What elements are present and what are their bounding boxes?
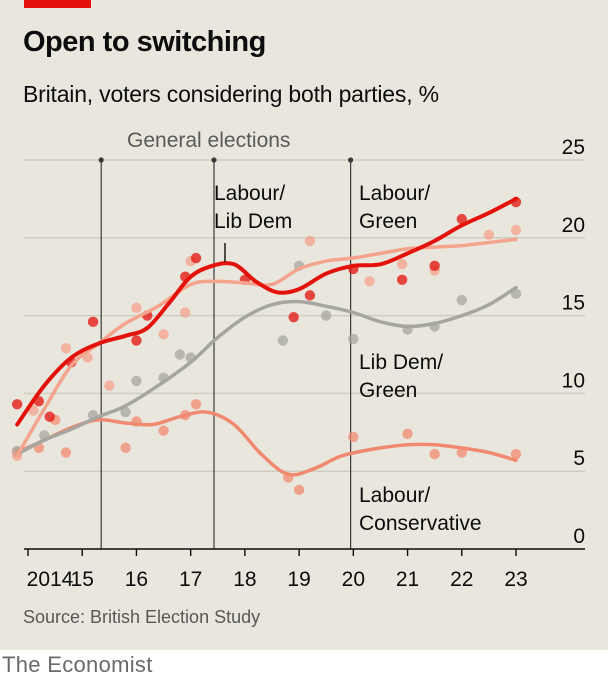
point-labour-green-12 — [364, 276, 375, 287]
publisher-name: The Economist — [2, 652, 153, 677]
y-tick-label-25: 25 — [562, 136, 585, 159]
point-labour-green-2 — [28, 405, 39, 416]
series-label-labour-conservative: Labour/Conservative — [359, 484, 482, 535]
x-tick-label-2014: 2014 — [27, 568, 74, 591]
point-labour-lib-dem-15 — [429, 260, 440, 272]
point-labour-conservative-9 — [190, 399, 202, 410]
series-label-line: Lib Dem/ — [359, 351, 443, 374]
point-labour-green-9 — [180, 307, 191, 318]
point-labour-green-4 — [60, 343, 72, 354]
point-labour-conservative-3 — [60, 447, 72, 458]
series-label-line: Lib Dem — [214, 210, 292, 233]
point-labour-conservative-12 — [348, 431, 359, 443]
series-label-line: Green — [359, 210, 417, 233]
series-label-lib-dem-green: Lib Dem/Green — [359, 351, 443, 402]
series-label-line: Labour/ — [359, 182, 430, 205]
y-axis-ticks: 0 5 10 15 20 25 — [562, 136, 585, 548]
point-labour-green-16 — [510, 224, 522, 236]
point-labour-lib-dem-3 — [44, 411, 55, 422]
brand-red-tab — [24, 0, 91, 8]
point-labour-conservative-7 — [158, 425, 169, 436]
source-note: Source: British Election Study — [23, 607, 261, 627]
x-tick-label-2016: 16 — [125, 568, 148, 591]
point-labour-lib-dem-12 — [304, 290, 316, 301]
point-labour-green-8 — [158, 329, 169, 340]
series-label-line: Labour/ — [359, 484, 430, 507]
x-tick-label-2022: 22 — [450, 568, 473, 591]
point-lib-dem-green-12 — [348, 333, 359, 345]
point-labour-lib-dem-6 — [131, 335, 142, 346]
x-tick-label-2018: 18 — [233, 568, 256, 591]
point-labour-lib-dem-5 — [87, 316, 99, 328]
point-lib-dem-green-15 — [456, 294, 467, 306]
point-labour-green-13 — [396, 259, 408, 270]
point-labour-conservative-16 — [510, 448, 522, 460]
point-lib-dem-green-5 — [131, 375, 142, 387]
x-tick-label-2019: 19 — [287, 568, 310, 591]
point-lib-dem-green-7 — [174, 349, 186, 360]
point-labour-conservative-13 — [402, 428, 413, 440]
point-lib-dem-green-9 — [277, 335, 289, 346]
line-lib-dem-green — [15, 285, 518, 456]
x-tick-label-2020: 20 — [342, 568, 365, 591]
series-label-line: Labour/ — [214, 182, 285, 205]
series-label-line: Conservative — [359, 512, 482, 535]
y-tick-label-5: 5 — [573, 447, 585, 470]
election-dot-3 — [348, 157, 354, 163]
chart-subtitle: Britain, voters considering both parties… — [23, 81, 439, 107]
point-labour-conservative-11 — [293, 484, 305, 496]
series-label-labour-green: Labour/Green — [359, 182, 430, 233]
point-labour-lib-dem-1 — [11, 399, 23, 410]
point-labour-conservative-5 — [120, 442, 131, 454]
point-labour-green-11 — [304, 235, 316, 247]
x-tick-label-2017: 17 — [179, 568, 202, 591]
point-labour-conservative-14 — [429, 448, 440, 460]
point-lib-dem-green-4 — [120, 406, 131, 418]
election-dot-1 — [98, 157, 104, 163]
series-label-labour-lib-dem: Labour/Lib Dem — [214, 182, 292, 233]
point-labour-lib-dem-11 — [288, 311, 299, 323]
y-tick-label-20: 20 — [562, 214, 585, 237]
y-tick-label-15: 15 — [562, 292, 585, 315]
point-labour-green-15 — [483, 229, 495, 240]
point-labour-green-7 — [131, 302, 142, 314]
election-markers: General elections — [98, 129, 354, 549]
point-lib-dem-green-11 — [321, 310, 332, 321]
chart-card: Open to switching Britain, voters consid… — [0, 0, 608, 650]
y-tick-label-0: 0 — [573, 525, 585, 548]
series-label-line: Green — [359, 379, 417, 402]
point-labour-lib-dem-9 — [190, 252, 202, 264]
x-tick-label-2015: 15 — [71, 568, 94, 591]
election-annotation-label: General elections — [127, 129, 290, 152]
line-labour-conservative — [15, 410, 518, 477]
election-dot-2 — [211, 157, 217, 163]
line-labour-lib-dem — [15, 196, 518, 427]
y-tick-label-10: 10 — [562, 369, 585, 392]
series-lines — [15, 196, 518, 477]
point-labour-green-6 — [104, 380, 115, 391]
point-labour-lib-dem-16 — [456, 213, 467, 225]
chart-title: Open to switching — [23, 26, 266, 58]
point-labour-lib-dem-14 — [396, 274, 408, 286]
x-tick-label-2023: 23 — [504, 568, 527, 591]
x-tick-label-2021: 21 — [396, 568, 419, 591]
